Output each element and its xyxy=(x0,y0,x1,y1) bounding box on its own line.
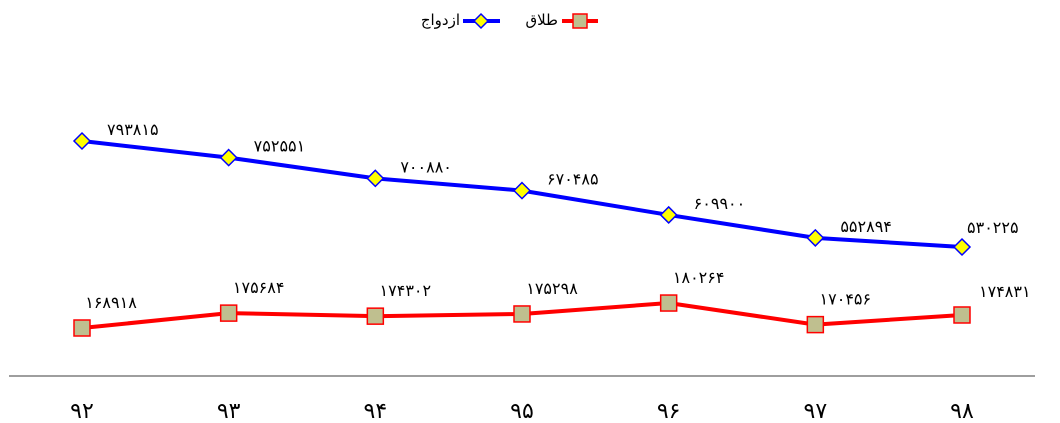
data-label-0-1: ۷۵۲۵۵۱ xyxy=(254,137,306,156)
data-label-0-0: ۷۹۳۸۱۵ xyxy=(107,120,159,139)
legend-label-0: ازدواج xyxy=(421,11,460,30)
data-point-0-1 xyxy=(219,148,238,167)
legend: طلاق ازدواج xyxy=(421,11,598,30)
legend-marker-0 xyxy=(472,12,490,30)
data-point-1-1 xyxy=(219,304,238,322)
x-tick-label-4: ۹۶ xyxy=(657,399,681,423)
data-label-0-2: ۷۰۰۸۸۰ xyxy=(400,157,452,176)
data-label-1-6: ۱۷۴۸۳۱ xyxy=(979,282,1031,301)
x-tick-label-6: ۹۸ xyxy=(950,399,974,423)
data-point-0-3 xyxy=(512,181,532,200)
data-point-1-6 xyxy=(953,306,971,324)
x-tick-label-2: ۹۴ xyxy=(364,399,388,423)
x-tick-label-5: ۹۷ xyxy=(804,399,828,423)
data-point-1-0 xyxy=(73,319,91,337)
data-label-0-4: ۶۰۹۹۰۰ xyxy=(694,194,746,213)
data-point-1-3 xyxy=(513,305,531,323)
data-point-0-6 xyxy=(952,237,972,257)
data-point-0-0 xyxy=(72,131,92,151)
data-label-1-0: ۱۶۸۹۱۸ xyxy=(85,293,137,312)
data-point-0-4 xyxy=(659,205,678,225)
data-label-0-6: ۵۳۰۲۲۵ xyxy=(967,218,1019,237)
legend-marker-1 xyxy=(572,13,588,29)
data-label-1-2: ۱۷۴۳۰۲ xyxy=(380,281,432,300)
data-label-0-3: ۶۷۰۴۸۵ xyxy=(547,170,599,189)
legend-label-1: طلاق xyxy=(525,11,558,29)
data-point-1-2 xyxy=(366,307,385,325)
data-label-1-4: ۱۸۰۲۶۴ xyxy=(673,268,725,287)
x-axis: ۹۲ ۹۳ ۹۴ ۹۵ ۹۶ ۹۷ ۹۸ xyxy=(9,375,1035,423)
data-label-1-1: ۱۷۵۶۸۴ xyxy=(233,278,285,297)
data-point-1-5 xyxy=(806,315,825,334)
data-point-0-5 xyxy=(806,228,825,247)
x-tick-label-1: ۹۳ xyxy=(217,399,241,423)
data-label-1-5: ۱۷۰۴۵۶ xyxy=(820,290,872,309)
plot-area: ۷۹۳۸۱۵ ۷۵۲۵۵۱ ۷۰۰۸۸۰ ۶۷۰۴۸۵ ۶۰۹۹۰۰ ۵۵۲۸۹۴ ۵۳۰۲… xyxy=(72,120,1031,337)
data-point-0-2 xyxy=(366,169,385,188)
x-tick-label-3: ۹۵ xyxy=(510,399,534,423)
data-label-0-5: ۵۵۲۸۹۴ xyxy=(840,217,892,236)
x-tick-label-0: ۹۲ xyxy=(70,399,94,423)
data-point-1-4 xyxy=(659,294,678,312)
data-label-1-3: ۱۷۵۲۹۸ xyxy=(526,279,578,298)
